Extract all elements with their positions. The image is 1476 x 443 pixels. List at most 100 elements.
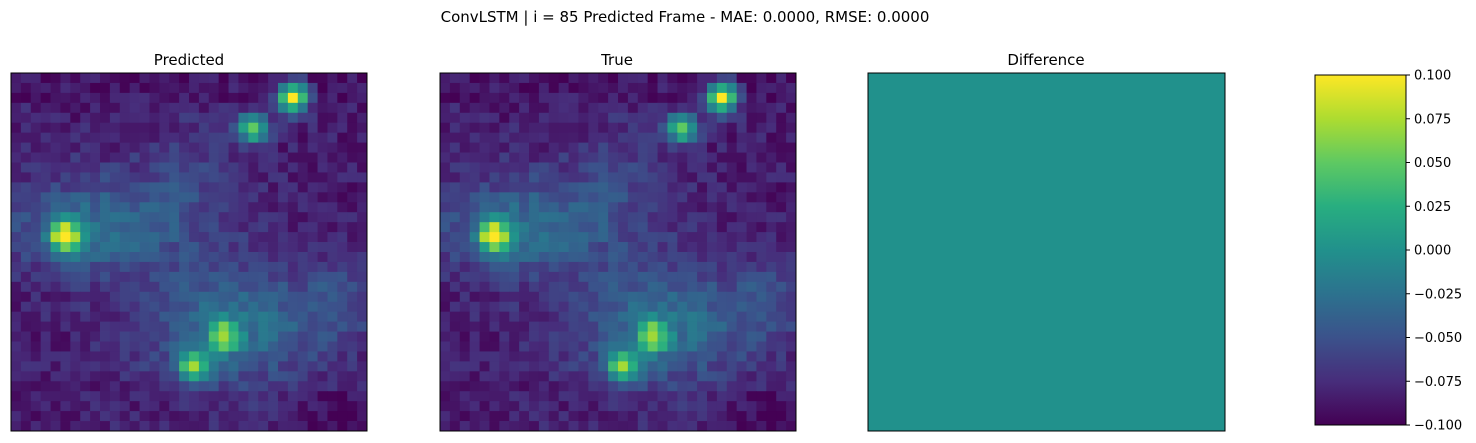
predicted-heatmap-cell (258, 421, 269, 432)
true-heatmap-cell (756, 222, 767, 233)
true-heatmap-cell (578, 73, 589, 84)
true-heatmap-cell (736, 311, 747, 323)
true-heatmap-cell (736, 252, 747, 263)
predicted-heatmap-cell (20, 162, 32, 173)
predicted-heatmap-cell (80, 202, 91, 213)
predicted-heatmap-cell (278, 202, 289, 213)
true-heatmap-cell (786, 301, 797, 313)
predicted-heatmap-cell (258, 411, 269, 422)
predicted-heatmap-cell (258, 202, 269, 213)
predicted-heatmap-cell (278, 212, 289, 223)
predicted-heatmap-cell (70, 102, 81, 114)
true-heatmap-cell (736, 371, 747, 382)
predicted-heatmap-cell (327, 391, 338, 402)
true-heatmap-cell (667, 252, 678, 263)
true-heatmap-cell (440, 341, 451, 352)
predicted-heatmap-cell (307, 212, 318, 223)
predicted-heatmap-cell (90, 102, 101, 114)
true-heatmap-cell (736, 401, 747, 412)
true-heatmap-cell (548, 421, 560, 432)
predicted-heatmap-cell (248, 371, 259, 382)
true-heatmap-cell (469, 242, 480, 253)
true-heatmap-cell (657, 271, 668, 283)
true-heatmap-cell (657, 331, 668, 342)
true-heatmap-cell (736, 242, 747, 253)
predicted-heatmap-cell (20, 202, 32, 213)
true-heatmap-cell (716, 192, 728, 203)
true-heatmap-cell (677, 162, 688, 173)
predicted-heatmap-cell (268, 371, 279, 382)
predicted-heatmap-cell (189, 122, 200, 134)
predicted-heatmap-cell (189, 222, 200, 233)
predicted-heatmap-cell (278, 102, 289, 114)
true-heatmap-cell (558, 301, 569, 313)
true-heatmap-cell (598, 391, 609, 402)
true-heatmap-cell (647, 102, 658, 114)
true-heatmap-cell (627, 182, 639, 193)
true-heatmap-cell (736, 281, 747, 293)
predicted-heatmap-cell (149, 202, 160, 213)
true-heatmap-cell (459, 311, 471, 323)
true-heatmap-cell (677, 252, 688, 263)
predicted-heatmap-cell (327, 212, 338, 223)
predicted-heatmap-cell (357, 341, 368, 352)
predicted-heatmap-cell (287, 92, 299, 104)
predicted-heatmap-cell (258, 242, 269, 253)
true-heatmap-cell (736, 112, 747, 124)
true-heatmap-cell (519, 261, 530, 273)
true-heatmap-cell (489, 301, 500, 313)
predicted-heatmap-cell (159, 381, 170, 392)
predicted-heatmap-cell (327, 291, 338, 303)
true-heatmap-cell (627, 291, 639, 303)
true-heatmap-cell (687, 252, 698, 263)
true-heatmap-cell (707, 321, 718, 332)
true-heatmap-cell (746, 82, 757, 94)
true-heatmap-cell (519, 92, 530, 104)
true-heatmap-cell (529, 152, 540, 163)
predicted-heatmap-cell (20, 152, 32, 163)
predicted-heatmap-cell (248, 311, 259, 323)
predicted-heatmap-cell (347, 411, 358, 422)
predicted-heatmap-cell (90, 232, 101, 243)
true-heatmap-cell (548, 341, 560, 352)
true-heatmap-cell (588, 92, 599, 104)
true-heatmap-cell (558, 222, 569, 233)
true-heatmap-cell (618, 102, 629, 114)
predicted-heatmap-cell (287, 222, 299, 233)
true-heatmap-cell (529, 271, 540, 283)
predicted-heatmap-cell (119, 82, 131, 94)
predicted-heatmap-cell (149, 122, 160, 134)
predicted-heatmap-cell (208, 222, 220, 233)
predicted-heatmap-cell (357, 132, 368, 144)
true-heatmap-cell (558, 152, 569, 163)
true-heatmap-cell (548, 291, 560, 303)
predicted-heatmap-cell (287, 112, 299, 124)
true-heatmap-cell (637, 73, 649, 84)
predicted-heatmap-cell (149, 281, 160, 293)
true-heatmap-cell (756, 261, 767, 273)
predicted-heatmap-cell (100, 401, 111, 412)
true-heatmap-cell (647, 112, 658, 124)
true-heatmap-cell (657, 371, 668, 382)
true-heatmap-cell (440, 82, 451, 94)
true-heatmap-cell (657, 142, 668, 153)
predicted-heatmap-cell (90, 361, 101, 372)
predicted-heatmap-cell (60, 212, 71, 223)
predicted-heatmap-cell (100, 391, 111, 402)
predicted-heatmap-cell (40, 361, 51, 372)
true-heatmap-cell (697, 261, 708, 273)
predicted-heatmap-cell (11, 192, 22, 203)
true-heatmap-cell (697, 321, 708, 332)
predicted-heatmap-cell (218, 142, 229, 153)
true-heatmap-cell (726, 112, 738, 124)
true-heatmap-cell (746, 202, 757, 213)
predicted-heatmap-cell (20, 381, 32, 392)
true-heatmap-cell (726, 252, 738, 263)
predicted-heatmap-cell (357, 142, 368, 153)
true-heatmap-cell (687, 301, 698, 313)
true-heatmap-cell (707, 281, 718, 293)
true-heatmap-cell (459, 112, 471, 124)
true-heatmap-cell (449, 82, 461, 94)
true-heatmap-cell (440, 291, 451, 303)
predicted-heatmap-cell (198, 122, 210, 134)
